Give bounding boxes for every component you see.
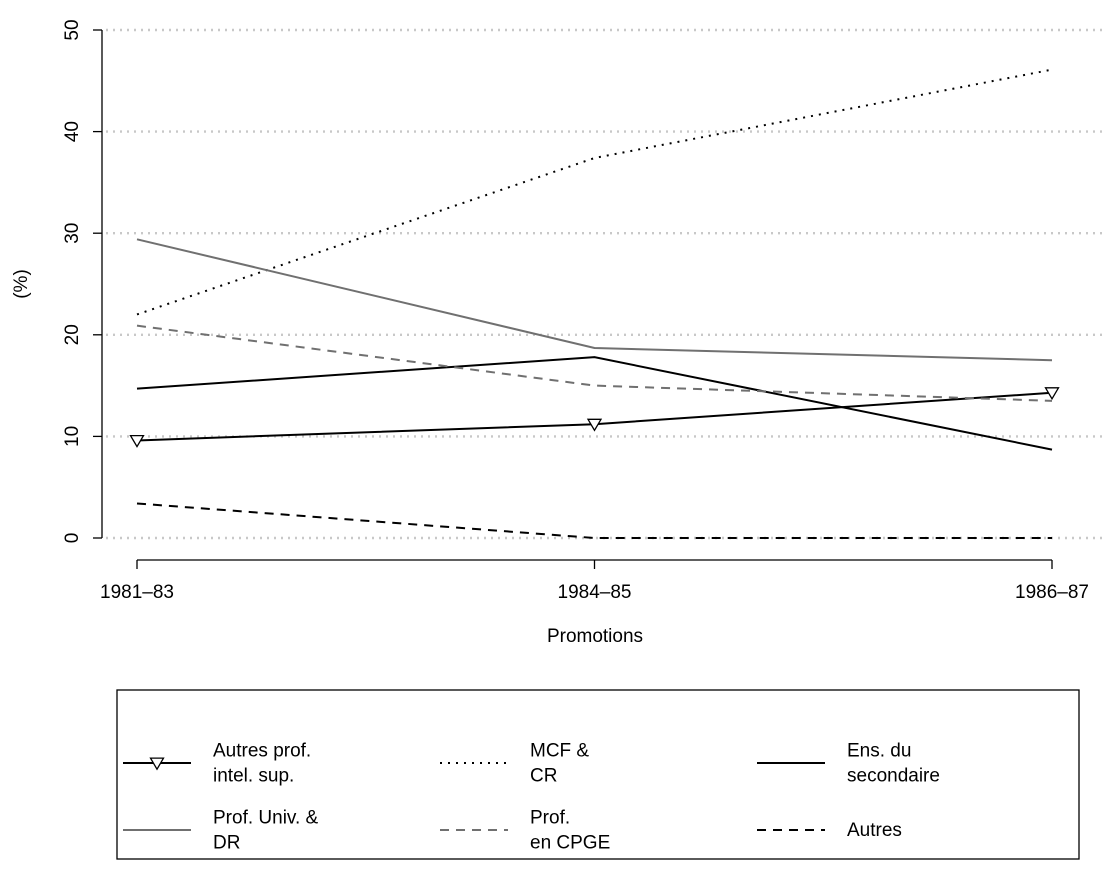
y-tick-label: 20 — [62, 324, 83, 345]
legend-item: Autres — [757, 820, 902, 841]
series-group — [129, 68, 1060, 539]
series-line — [136, 238, 1053, 362]
legend-label: Ens. du secondaire — [847, 741, 940, 787]
x-tick-label: 1981–83 — [100, 582, 174, 603]
series-line — [136, 68, 1053, 316]
legend-box — [116, 689, 1080, 860]
grid-lines — [106, 28, 1103, 540]
y-axis-label: (%) — [11, 269, 32, 299]
series-line — [136, 391, 1053, 442]
series-4 — [136, 324, 1053, 402]
series-line — [136, 324, 1053, 402]
legend-label: MCF & CR — [530, 741, 589, 787]
legend-marker — [149, 757, 165, 771]
series-line — [136, 502, 1052, 539]
series-3 — [136, 238, 1053, 362]
y-tick-label: 50 — [62, 19, 83, 40]
legend: Autres prof. intel. sup. MCF & CR Ens. du sec… — [116, 689, 1080, 860]
y-tick-label: 40 — [62, 121, 83, 142]
y-tick-label: 30 — [62, 223, 83, 244]
legend-item: Prof. en CPGE — [440, 808, 610, 854]
series-0 — [129, 387, 1060, 448]
series-line — [136, 356, 1053, 451]
legend-label: Prof. Univ. & DR — [213, 808, 319, 854]
series-1 — [136, 68, 1053, 316]
y-tick-label: 0 — [62, 533, 83, 544]
x-tick-label: 1984–85 — [558, 582, 632, 603]
axes: 0 10 20 30 40 50 1981–83 1984–85 1986–87 — [62, 19, 1089, 603]
data-point-marker — [1044, 387, 1060, 401]
series-2 — [136, 356, 1053, 451]
data-point-marker — [586, 418, 603, 432]
legend-label: Prof. en CPGE — [530, 808, 610, 854]
y-tick-label: 10 — [62, 426, 83, 447]
legend-item: Ens. du secondaire — [757, 741, 940, 787]
legend-item: Prof. Univ. & DR — [123, 808, 319, 854]
legend-item: Autres prof. intel. sup. — [123, 741, 311, 787]
data-point-marker — [129, 434, 145, 448]
x-axis-label: Promotions — [547, 626, 643, 647]
legend-label: Autres prof. intel. sup. — [213, 741, 311, 787]
legend-item: MCF & CR — [440, 741, 589, 787]
series-5 — [136, 502, 1052, 539]
legend-label: Autres — [847, 820, 902, 841]
x-tick-label: 1986–87 — [1015, 582, 1089, 603]
